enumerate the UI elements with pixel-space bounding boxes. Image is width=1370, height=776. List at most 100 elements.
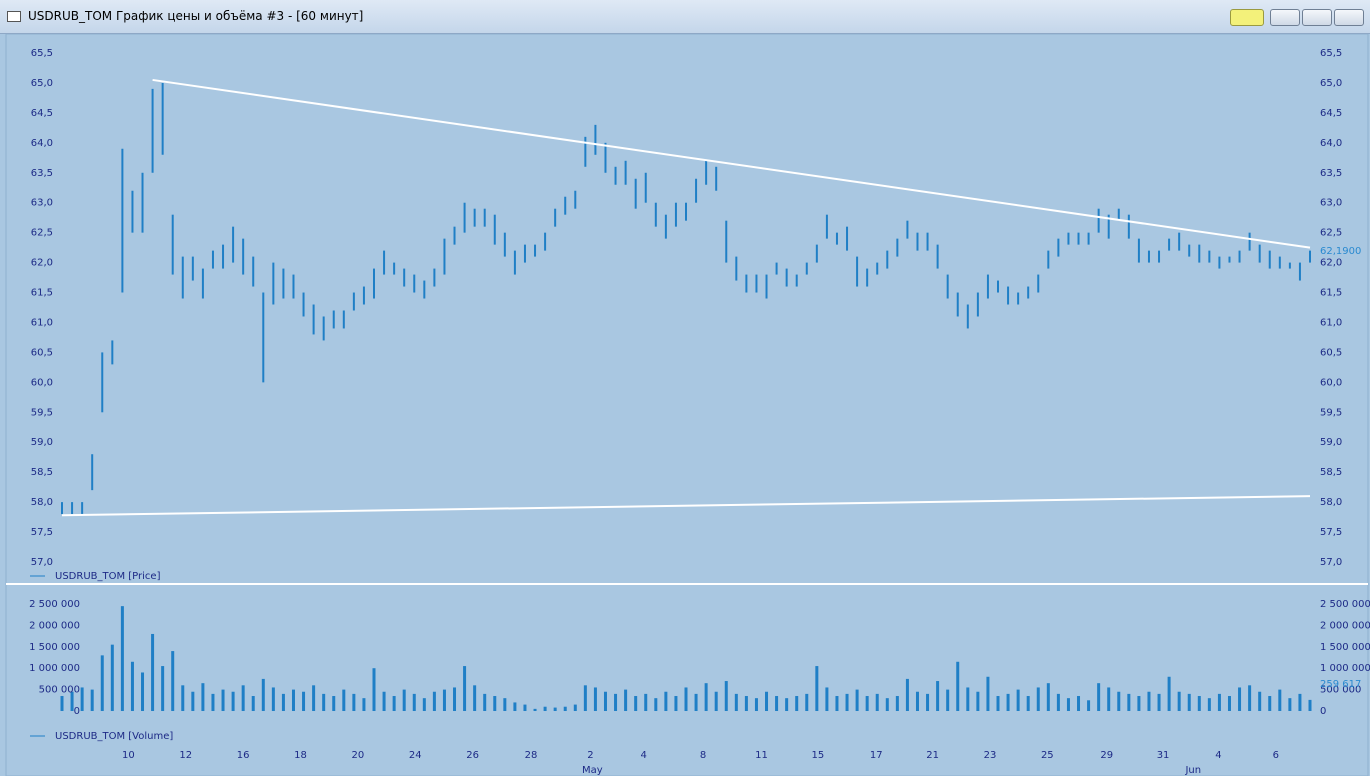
- volume-bar: [744, 696, 748, 711]
- volume-bar: [765, 691, 769, 711]
- volume-bar: [1107, 687, 1111, 711]
- x-tick-label: 25: [1041, 750, 1054, 761]
- volume-bar: [322, 693, 326, 711]
- volume-bar: [211, 693, 215, 711]
- y-tick-label: 500 000: [39, 685, 80, 696]
- volume-bar: [855, 689, 859, 711]
- volume-bar: [543, 706, 547, 711]
- volume-bar: [1066, 698, 1070, 711]
- y-tick-label: 62,5: [31, 228, 53, 239]
- x-tick-label: 21: [926, 750, 939, 761]
- chart-frame: [5, 34, 1369, 776]
- volume-bar: [603, 691, 607, 711]
- y-tick-label-right: 63,5: [1320, 168, 1342, 179]
- link-button[interactable]: [1230, 9, 1264, 26]
- legend-label: USDRUB_TOM [Price]: [55, 571, 161, 582]
- volume-bar: [664, 691, 668, 711]
- volume-bar: [231, 691, 235, 711]
- x-tick-label: 23: [984, 750, 997, 761]
- x-tick-label: 12: [179, 750, 192, 761]
- volume-bar: [483, 693, 487, 711]
- volume-bar: [1177, 691, 1181, 711]
- volume-bar: [1298, 693, 1302, 711]
- volume-bar: [362, 698, 366, 711]
- trend-line: [61, 495, 1311, 517]
- volume-bar: [684, 687, 688, 711]
- y-tick-label: 0: [74, 706, 80, 717]
- x-tick-label: 15: [811, 750, 824, 761]
- x-tick-label: 20: [352, 750, 365, 761]
- volume-bar: [825, 687, 829, 711]
- volume-bar: [100, 655, 104, 711]
- y-tick-label: 2 500 000: [29, 599, 80, 610]
- minimize-button[interactable]: [1270, 9, 1300, 26]
- volume-bar: [694, 693, 698, 711]
- volume-bar: [1137, 696, 1141, 711]
- maximize-button[interactable]: [1302, 9, 1332, 26]
- y-tick-label: 59,5: [31, 407, 53, 418]
- volume-bar: [241, 685, 245, 711]
- close-button[interactable]: [1334, 9, 1364, 26]
- x-tick-label: 29: [1100, 750, 1113, 761]
- volume-bar: [181, 685, 185, 711]
- y-tick-label-right: 57,5: [1320, 527, 1342, 538]
- legend-label: USDRUB_TOM [Volume]: [55, 731, 173, 742]
- volume-bar: [1117, 691, 1121, 711]
- volume-bar: [936, 681, 940, 711]
- x-tick-label: 4: [641, 750, 647, 761]
- volume-bar: [1207, 698, 1211, 711]
- volume-bar: [392, 696, 396, 711]
- volume-bar: [1157, 693, 1161, 711]
- volume-bar: [714, 691, 718, 711]
- y-tick-label-right: 61,0: [1320, 317, 1342, 328]
- volume-bar: [583, 685, 587, 711]
- volume-bar: [60, 696, 64, 711]
- volume-bar: [453, 687, 457, 711]
- volume-bar: [1227, 696, 1231, 711]
- y-tick-label: 62,0: [31, 258, 53, 269]
- volume-bar: [402, 689, 406, 711]
- y-tick-label: 65,5: [31, 48, 53, 59]
- volume-bar: [463, 666, 467, 711]
- volume-bar: [161, 666, 165, 711]
- volume-bar: [724, 681, 728, 711]
- y-tick-label: 58,5: [31, 467, 53, 478]
- volume-bar: [1258, 691, 1262, 711]
- volume-bar: [1278, 689, 1282, 711]
- volume-bar: [422, 698, 426, 711]
- volume-bar: [1217, 693, 1221, 711]
- y-tick-label: 1 500 000: [29, 642, 80, 653]
- x-tick-label: 17: [870, 750, 883, 761]
- chart-area: 57,0 57,0 57,5 57,5 58,0 58,0 58,5 58,5 59,0 59,0…: [5, 34, 1370, 776]
- volume-bar: [614, 693, 618, 711]
- window-title: USDRUB_TOM График цены и объёма #3 - [60…: [28, 9, 364, 23]
- volume-bar: [1127, 693, 1131, 711]
- volume-bar: [503, 698, 507, 711]
- x-tick-label: 11: [755, 750, 768, 761]
- y-tick-label-right: 62,0: [1320, 258, 1342, 269]
- y-tick-label: 57,5: [31, 527, 53, 538]
- window-icon: [7, 11, 21, 22]
- volume-bar: [1308, 699, 1312, 711]
- last-value-label: 62,1900: [1320, 246, 1361, 257]
- trend-line: [152, 78, 1311, 249]
- y-tick-label: 58,0: [31, 497, 53, 508]
- volume-bar: [1288, 698, 1292, 711]
- volume-bar: [110, 644, 114, 711]
- volume-bar: [905, 678, 909, 711]
- volume-bar: [1016, 689, 1020, 711]
- y-tick-label: 57,0: [31, 557, 53, 568]
- volume-bar: [291, 689, 295, 711]
- y-tick-label: 61,0: [31, 317, 53, 328]
- volume-bar: [946, 689, 950, 711]
- volume-bar: [1097, 683, 1101, 711]
- x-tick-label: 26: [466, 750, 479, 761]
- volume-bar: [785, 698, 789, 711]
- volume-bar: [573, 704, 577, 711]
- y-tick-label-right: 63,0: [1320, 198, 1342, 209]
- y-tick-label-right: 58,0: [1320, 497, 1342, 508]
- volume-bar: [634, 696, 638, 711]
- volume-bar: [90, 689, 94, 711]
- y-tick-label-right: 2 500 000: [1320, 599, 1370, 610]
